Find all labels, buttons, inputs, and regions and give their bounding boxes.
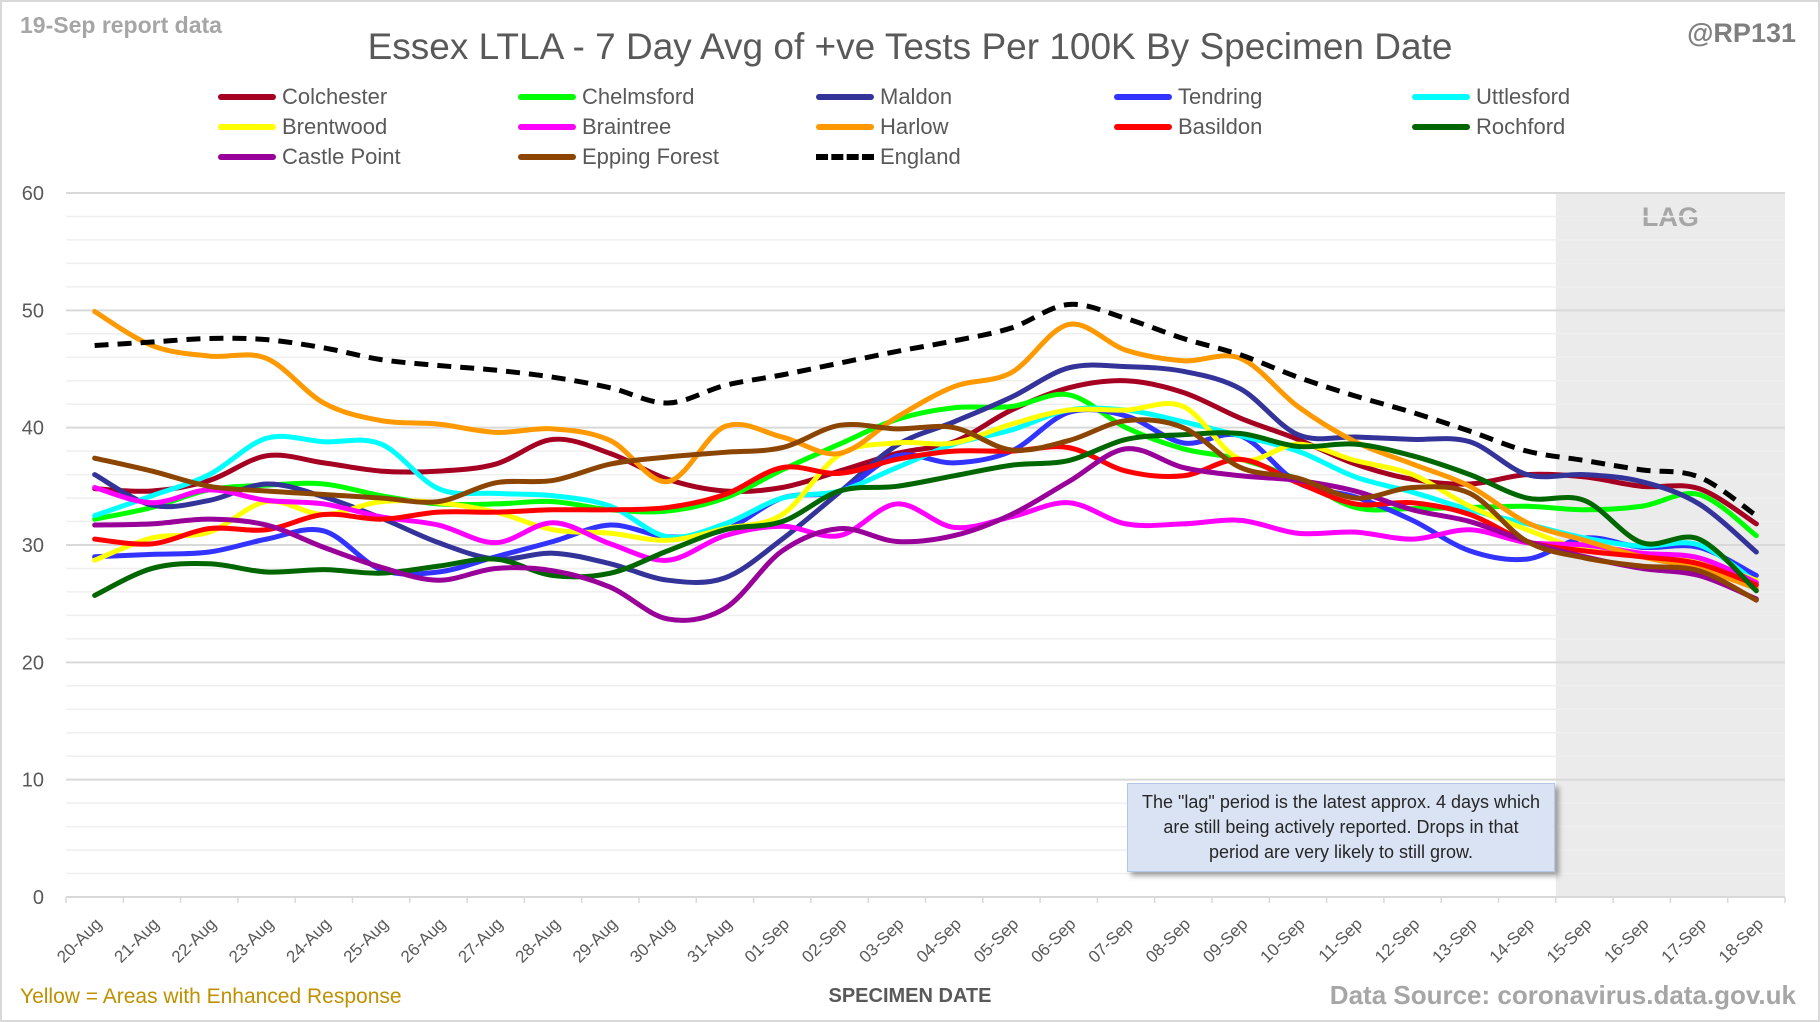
x-tick-label: 27-Aug	[454, 914, 506, 966]
x-tick-label: 21-Aug	[111, 914, 163, 966]
x-tick-label: 30-Aug	[626, 914, 678, 966]
x-tick-label: 23-Aug	[225, 914, 277, 966]
legend-label: Brentwood	[282, 114, 388, 139]
legend-swatch	[816, 124, 874, 130]
legend-item: Braintree	[518, 112, 671, 142]
legend-label: Epping Forest	[582, 144, 719, 169]
legend-swatch	[218, 124, 276, 130]
legend-swatch	[1412, 124, 1470, 130]
x-tick-label: 15-Sep	[1543, 914, 1595, 966]
legend-item: Tendring	[1114, 82, 1262, 112]
legend-swatch	[518, 154, 576, 160]
y-tick-label: 30	[22, 535, 44, 557]
legend-swatch	[218, 154, 276, 160]
y-tick-label: 0	[33, 887, 44, 909]
legend-swatch	[816, 154, 874, 160]
y-tick-label: 60	[22, 183, 44, 205]
x-axis-title: SPECIMEN DATE	[828, 985, 992, 1007]
series-line-england	[94, 301, 1758, 518]
x-tick-label: 28-Aug	[512, 914, 564, 966]
legend-label: Rochford	[1476, 114, 1566, 139]
legend-swatch	[1412, 94, 1470, 100]
x-tick-label: 26-Aug	[397, 914, 449, 966]
x-tick-label: 07-Sep	[1085, 914, 1137, 966]
x-tick-label: 11-Sep	[1315, 914, 1366, 965]
legend-label: Tendring	[1178, 84, 1263, 109]
series-line-maldon	[92, 362, 1759, 585]
series-line-colchester	[92, 378, 1759, 527]
author-handle: @RP131	[1687, 18, 1796, 48]
series-line-epping-forest	[92, 417, 1759, 603]
chart-title: Essex LTLA - 7 Day Avg of +ve Tests Per …	[367, 26, 1453, 67]
x-tick-label: 24-Aug	[282, 914, 334, 966]
data-source: Data Source: coronavirus.data.gov.uk	[1329, 980, 1796, 1010]
series-line-harlow	[92, 309, 1759, 591]
legend-swatch	[816, 94, 874, 100]
legend-label: Braintree	[582, 114, 672, 139]
legend-item: Brentwood	[218, 112, 387, 142]
report-date-label: 19-Sep report data	[20, 12, 222, 38]
legend-label: Harlow	[880, 114, 949, 139]
legend-label: Castle Point	[282, 144, 401, 169]
x-tick-label: 17-Sep	[1658, 914, 1710, 966]
series-line-castle-point	[92, 446, 1759, 623]
y-tick-label: 20	[22, 652, 44, 674]
x-tick-label: 25-Aug	[340, 914, 392, 966]
legend-item: Chelmsford	[518, 82, 694, 112]
legend-label: Chelmsford	[582, 84, 695, 109]
legend-swatch	[1114, 124, 1172, 130]
x-tick-label: 20-Aug	[53, 914, 105, 966]
x-tick-label: 12-Sep	[1371, 914, 1423, 966]
legend-swatch	[1114, 94, 1172, 100]
legend-item: Colchester	[218, 82, 387, 112]
enhanced-response-note: Yellow = Areas with Enhanced Response	[20, 985, 402, 1008]
x-tick-label: 05-Sep	[970, 914, 1022, 966]
series-line-basildon	[92, 444, 1759, 588]
x-tick-label: 22-Aug	[168, 914, 220, 966]
series-line-rochford	[92, 430, 1759, 598]
x-tick-label: 16-Sep	[1600, 914, 1652, 966]
y-tick-label: 40	[22, 418, 44, 440]
legend-swatch	[218, 94, 276, 100]
legend-label: Maldon	[880, 84, 953, 109]
legend-item: Uttlesford	[1412, 82, 1570, 112]
legend-item: Maldon	[816, 82, 952, 112]
x-tick-label: 06-Sep	[1027, 914, 1079, 966]
x-tick-label: 29-Aug	[569, 914, 621, 966]
x-tick-label: 03-Sep	[855, 914, 907, 966]
legend-label: England	[880, 144, 961, 169]
x-tick-label: 31-Aug	[684, 914, 736, 966]
x-tick-label: 04-Sep	[913, 914, 965, 966]
x-tick-label: 13-Sep	[1428, 914, 1480, 966]
legend-label: Uttlesford	[1476, 84, 1571, 109]
legend-item: Epping Forest	[518, 142, 719, 172]
legend-item: Castle Point	[218, 142, 401, 172]
x-tick-label: 14-Sep	[1486, 914, 1538, 966]
y-tick-label: 10	[22, 770, 44, 792]
legend-item: Harlow	[816, 112, 948, 142]
series-line-brentwood	[92, 401, 1759, 583]
legend-item: Rochford	[1412, 112, 1565, 142]
x-tick-label: 09-Sep	[1199, 914, 1251, 966]
legend-item: Basildon	[1114, 112, 1262, 142]
legend-swatch	[518, 124, 576, 130]
lag-annotation: The "lag" period is the latest approx. 4…	[1127, 783, 1555, 872]
legend-swatch	[518, 94, 576, 100]
x-tick-label: 08-Sep	[1142, 914, 1194, 966]
x-tick-label: 02-Sep	[798, 914, 850, 966]
y-tick-label: 50	[22, 300, 44, 322]
legend-label: Colchester	[282, 84, 388, 109]
x-tick-label: 01-Sep	[741, 914, 793, 966]
legend-label: Basildon	[1178, 114, 1263, 139]
x-tick-label: 10-Sep	[1257, 914, 1309, 966]
x-tick-label: 18-Sep	[1715, 914, 1767, 966]
legend-item: England	[816, 142, 961, 172]
